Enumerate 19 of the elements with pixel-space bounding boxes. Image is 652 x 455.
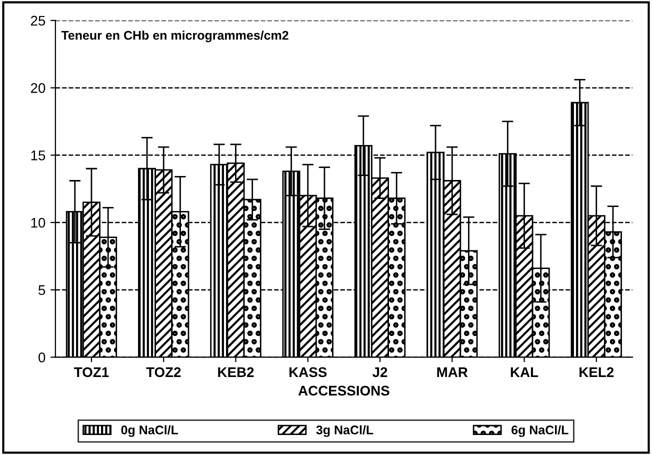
- x-tick-label: TOZ2: [146, 367, 181, 378]
- x-tick-label: KAL: [510, 367, 538, 377]
- legend-label: 6g NaCl/L: [512, 425, 568, 437]
- x-tick-label: J2: [372, 367, 388, 378]
- y-tick-label: 25: [30, 16, 46, 26]
- y-tick-label: 5: [38, 285, 46, 296]
- x-tick-label: KEL2: [580, 367, 614, 377]
- y-tick-label: 20: [30, 83, 46, 93]
- x-tick-label: TOZ1: [74, 367, 109, 378]
- x-tick-label: KASS: [290, 367, 327, 378]
- y-tick-label: 0: [38, 352, 46, 362]
- x-tick-label: MAR: [437, 367, 468, 377]
- text: Teneur en CHb en microgrammes/cm2: [61, 30, 288, 42]
- y-tick-label: 10: [31, 218, 46, 228]
- y-tick-label: 15: [31, 150, 46, 160]
- legend-label: 3g NaCl/L: [316, 425, 374, 437]
- x-tick-label: KEB2: [218, 367, 254, 377]
- x-axis-title: ACCESSIONS: [298, 386, 390, 396]
- legend-label: 0g NaCl/L: [121, 425, 178, 437]
